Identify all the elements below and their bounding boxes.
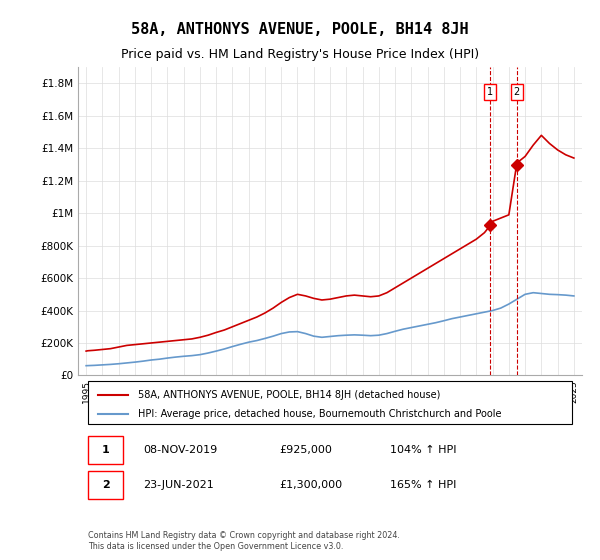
Text: 23-JUN-2021: 23-JUN-2021 [143,480,214,489]
Text: 08-NOV-2019: 08-NOV-2019 [143,445,218,455]
Text: 104% ↑ HPI: 104% ↑ HPI [391,445,457,455]
FancyBboxPatch shape [88,471,124,498]
Text: £1,300,000: £1,300,000 [280,480,343,489]
FancyBboxPatch shape [88,381,572,424]
Text: 1: 1 [102,445,110,455]
Text: 1: 1 [487,87,493,97]
Text: HPI: Average price, detached house, Bournemouth Christchurch and Poole: HPI: Average price, detached house, Bour… [139,409,502,419]
Text: £925,000: £925,000 [280,445,332,455]
Text: Contains HM Land Registry data © Crown copyright and database right 2024.
This d: Contains HM Land Registry data © Crown c… [88,531,400,551]
Text: 165% ↑ HPI: 165% ↑ HPI [391,480,457,489]
Text: 58A, ANTHONYS AVENUE, POOLE, BH14 8JH (detached house): 58A, ANTHONYS AVENUE, POOLE, BH14 8JH (d… [139,390,441,400]
FancyBboxPatch shape [88,436,124,464]
Text: 58A, ANTHONYS AVENUE, POOLE, BH14 8JH: 58A, ANTHONYS AVENUE, POOLE, BH14 8JH [131,22,469,38]
Text: 2: 2 [514,87,520,97]
Text: Price paid vs. HM Land Registry's House Price Index (HPI): Price paid vs. HM Land Registry's House … [121,48,479,60]
Text: 2: 2 [102,480,110,489]
